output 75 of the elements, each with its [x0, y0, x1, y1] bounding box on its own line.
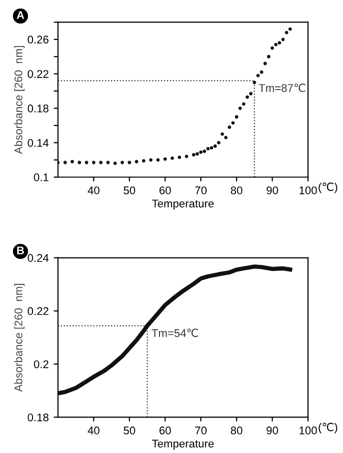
x-tick-label: 80: [230, 186, 242, 194]
point: [217, 140, 220, 144]
point: [252, 80, 256, 84]
x-tick-label: 100: [300, 426, 317, 434]
point: [199, 150, 203, 154]
point: [128, 160, 132, 164]
y-tick-label: 0.18: [28, 104, 48, 112]
point: [113, 162, 117, 166]
point: [202, 150, 206, 153]
point: [134, 160, 138, 164]
annotation: Tm=87℃: [258, 84, 306, 92]
point: [78, 160, 82, 164]
point: [267, 54, 270, 58]
point: [99, 160, 103, 164]
y-tick-label: 0.24: [28, 254, 49, 262]
y-tick-label: 0.1: [34, 173, 48, 182]
y-tick-label: 0.18: [28, 413, 48, 422]
x-tick-label: 80: [230, 426, 242, 434]
y-axis-title: Absorbance [260 nm]: [14, 46, 25, 154]
point: [249, 92, 253, 96]
chart-title: B: [17, 246, 24, 254]
point: [288, 27, 292, 31]
point: [278, 41, 282, 45]
y-axis-title: Absorbance [260 nm]: [14, 284, 25, 392]
point: [192, 153, 196, 156]
point: [196, 152, 199, 156]
x-axis-title: Temperature: [152, 200, 214, 210]
point: [210, 146, 214, 150]
x-tick-label: 40: [88, 426, 100, 434]
x-tick-label: 90: [266, 186, 278, 194]
point: [163, 157, 167, 161]
point: [213, 144, 217, 148]
point: [242, 102, 246, 106]
y-tick-label: 0.14: [28, 138, 49, 147]
point: [149, 158, 153, 162]
point: [234, 115, 238, 119]
point: [120, 160, 124, 164]
y-tick-label: 0.26: [28, 36, 48, 44]
point: [228, 126, 232, 129]
x-tick-label: 100: [300, 186, 317, 194]
x-tick-label: 70: [195, 186, 207, 194]
point: [270, 46, 274, 50]
point: [92, 160, 96, 164]
point: [238, 106, 242, 110]
point: [70, 160, 74, 164]
x-axis-title: Temperature: [152, 440, 214, 450]
text: (℃): [318, 182, 338, 194]
x-tick-label: 60: [160, 186, 171, 194]
point: [142, 159, 146, 162]
text: (℃): [318, 422, 338, 434]
point: [63, 160, 67, 164]
point: [274, 42, 278, 46]
x-tick-label: 50: [124, 186, 136, 194]
point: [281, 38, 285, 42]
point: [156, 158, 160, 162]
x-tick-label: 50: [124, 426, 136, 434]
point: [231, 121, 235, 125]
line-series: [58, 264, 292, 396]
x-tick-label: 60: [160, 426, 171, 434]
point: [263, 62, 267, 66]
y-tick-label: 0.22: [28, 307, 48, 316]
x-tick-label: 90: [266, 426, 278, 434]
x-tick-label: 40: [88, 186, 100, 194]
y-tick-label: 0.2: [34, 360, 48, 368]
point: [170, 156, 174, 160]
y-tick-label: 0.22: [28, 70, 48, 78]
annotation: Tm=54℃: [152, 328, 198, 338]
point: [206, 147, 210, 150]
point: [178, 156, 182, 160]
point: [260, 70, 264, 74]
point: [224, 136, 228, 140]
point: [220, 132, 224, 136]
chart-title: A: [16, 11, 24, 19]
point: [246, 95, 249, 99]
x-tick-label: 70: [195, 426, 207, 434]
